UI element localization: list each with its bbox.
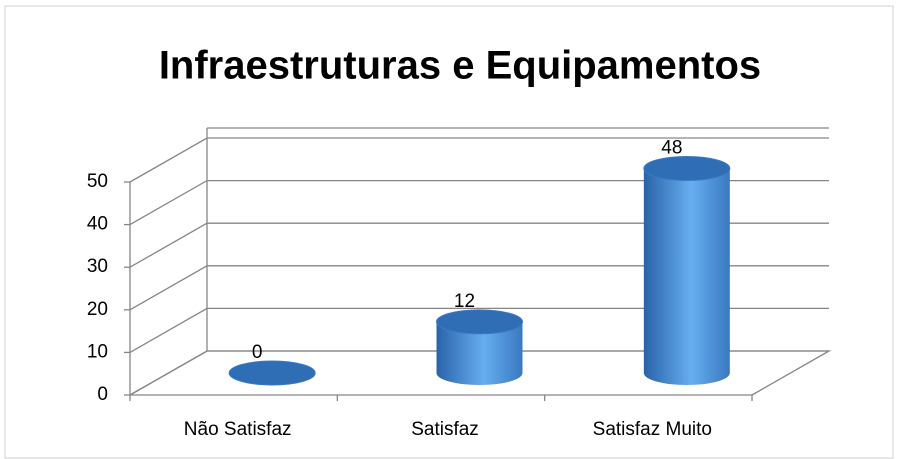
- y-tick-label: 20: [87, 299, 108, 320]
- grid-line: [129, 350, 829, 396]
- bar: [228, 360, 316, 386]
- y-tick-label: 30: [87, 256, 108, 277]
- value-label: 0: [252, 342, 263, 363]
- x-tick-label: Não Satisfaz: [184, 419, 292, 440]
- y-tick-label: 40: [87, 214, 108, 235]
- bar-top: [643, 156, 731, 182]
- grid-line: [129, 222, 829, 268]
- x-tick-label: Satisfaz Muito: [593, 419, 712, 440]
- bar: [643, 156, 731, 386]
- value-label: 48: [661, 138, 682, 159]
- grid-line: [129, 137, 829, 183]
- y-tick-label: 0: [97, 384, 108, 405]
- bar-body: [436, 321, 523, 386]
- bar-top: [228, 360, 316, 386]
- grid-line: [129, 307, 829, 353]
- value-label: 12: [454, 291, 475, 312]
- bar-body: [643, 168, 730, 386]
- x-tick-label: Satisfaz: [411, 419, 479, 440]
- bar-top: [436, 309, 523, 335]
- y-tick-label: 10: [87, 341, 108, 362]
- grid-line: [129, 179, 829, 226]
- grid-line: [129, 265, 829, 311]
- chart-frame: [4, 5, 894, 459]
- y-tick-label: 50: [87, 171, 108, 192]
- bar: [436, 309, 523, 386]
- chart-title: Infraestruturas e Equipamentos: [159, 44, 761, 88]
